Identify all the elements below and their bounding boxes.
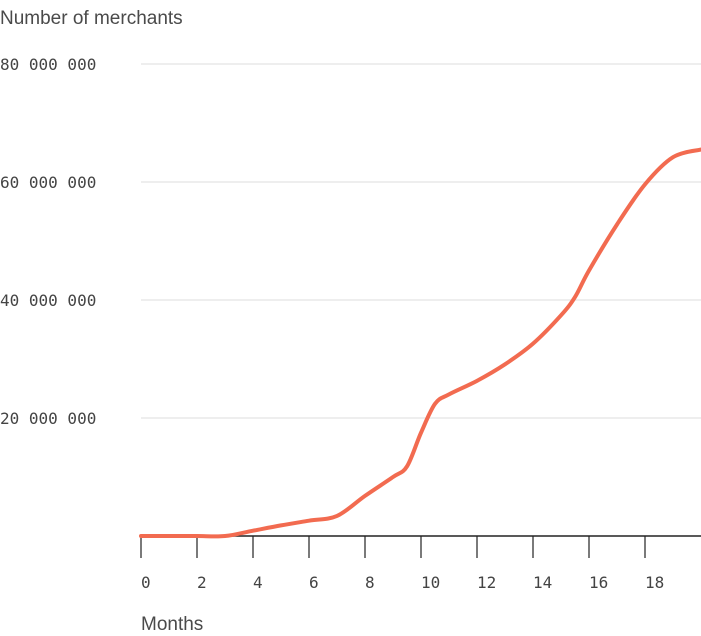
series-line-merchants: [139, 147, 701, 539]
x-tick-label: 6: [309, 573, 319, 592]
x-tick-label: 10: [421, 573, 440, 592]
y-tick-label: 20 000 000: [0, 409, 96, 428]
y-axis-title: Number of merchants: [0, 8, 183, 29]
x-tick-label: 2: [197, 573, 207, 592]
y-tick-label: 40 000 000: [0, 291, 96, 310]
x-tick-label: 12: [477, 573, 496, 592]
x-tick-label: 18: [645, 573, 664, 592]
y-tick-label: 60 000 000: [0, 173, 96, 192]
x-tick-label: 0: [141, 573, 151, 592]
x-axis-title: Months: [141, 614, 203, 635]
x-tick-label: 4: [253, 573, 263, 592]
x-tick-label: 14: [533, 573, 552, 592]
x-axis-ticks: 0 2 4 6 8 10 12 14 16 18: [140, 536, 664, 592]
y-tick-label: 80 000 000: [0, 55, 96, 74]
x-tick-label: 16: [589, 573, 608, 592]
y-axis-tick-labels: 20 000 000 40 000 000 60 000 000 80 000 000: [0, 55, 96, 428]
gridlines: [141, 63, 701, 419]
x-tick-label: 8: [365, 573, 375, 592]
